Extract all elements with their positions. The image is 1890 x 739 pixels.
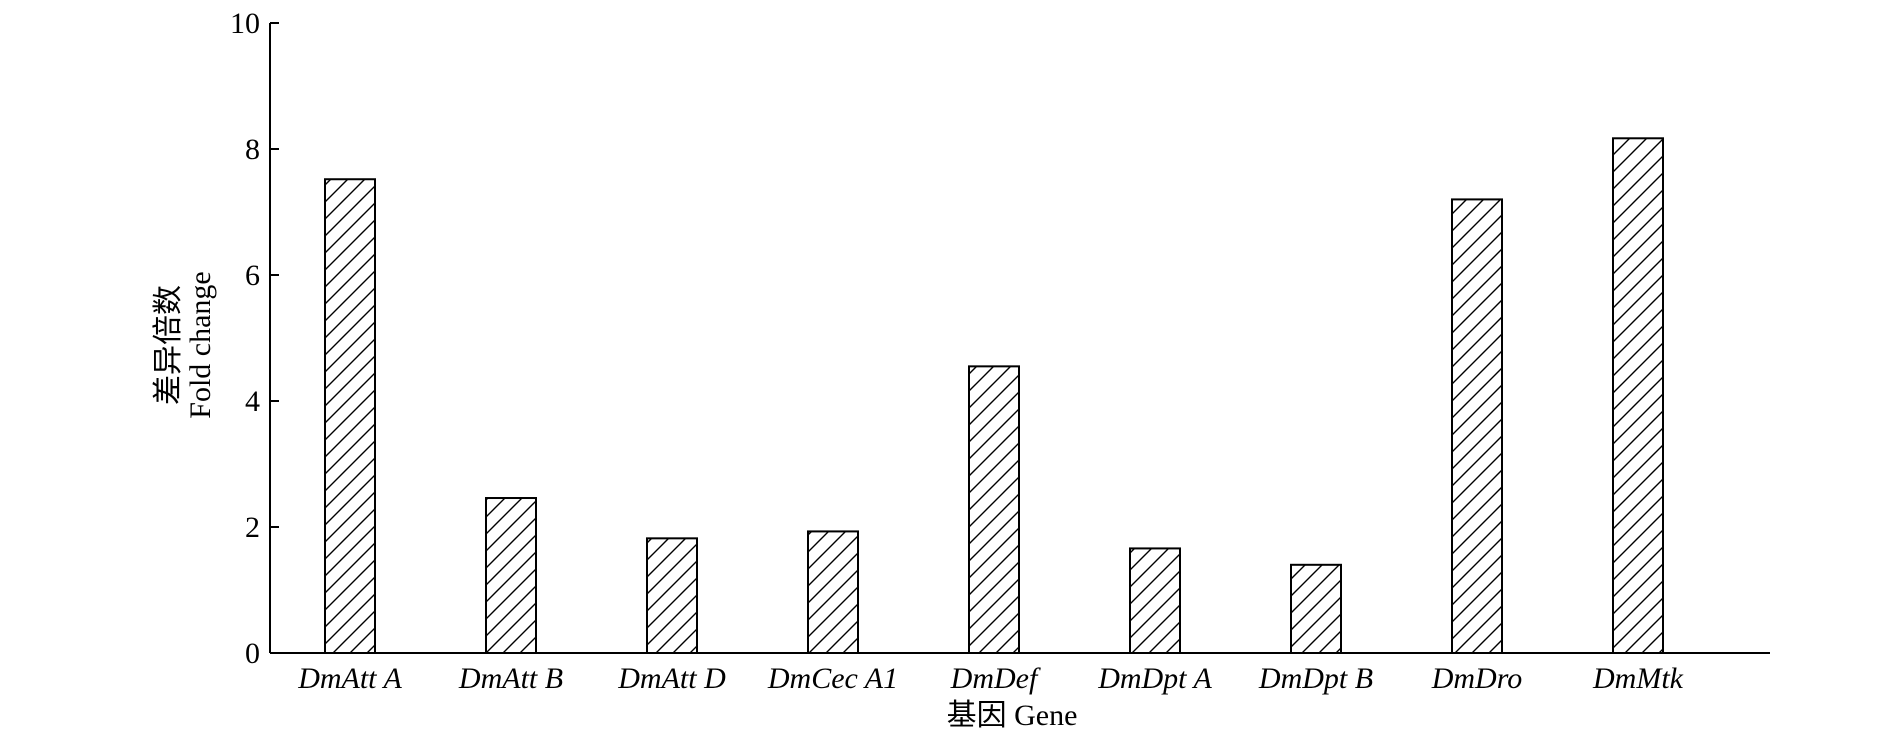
y-axis-title-cn: 差异倍数 — [152, 285, 185, 405]
x-tick-label: DmDef — [950, 662, 1041, 695]
bar-dmatt-b — [485, 497, 537, 654]
bar-dmdef — [968, 365, 1020, 654]
x-tick-label: DmDpt B — [1258, 662, 1373, 695]
y-tick-label: 6 — [245, 259, 260, 292]
y-axis-title-en: Fold change — [184, 271, 217, 418]
x-tick-label: DmAtt D — [617, 662, 726, 695]
x-tick-label: DmDpt A — [1097, 662, 1212, 695]
bar-dmdpt-b — [1290, 563, 1342, 654]
bar-dmcec-a1 — [807, 530, 859, 654]
bar-dmmtk — [1612, 137, 1664, 655]
bar-dmdro — [1451, 198, 1503, 654]
bar-dmatt-a — [324, 178, 376, 655]
y-tick-label: 10 — [230, 7, 260, 40]
x-tick-label: DmCec A1 — [767, 662, 898, 695]
x-axis-title: 基因 Gene — [947, 699, 1078, 732]
y-axis-ticks: 0 2 4 6 8 10 — [230, 7, 279, 670]
x-tick-label: DmAtt B — [458, 662, 563, 695]
y-tick-label: 8 — [245, 133, 260, 166]
y-tick-label: 2 — [245, 511, 260, 544]
x-tick-label: DmAtt A — [297, 662, 402, 695]
y-tick-label: 4 — [245, 385, 260, 418]
y-tick-label: 0 — [245, 637, 260, 670]
x-tick-label: DmDro — [1431, 662, 1523, 695]
x-axis-tick-labels: DmAtt A DmAtt B DmAtt D DmCec A1 DmDef DmDpt … — [297, 662, 1683, 695]
y-axis-title: 差异倍数 Fold change — [152, 271, 217, 418]
bar-dmatt-d — [646, 537, 698, 655]
bars — [324, 137, 1664, 655]
bar-dmdpt-a — [1129, 547, 1181, 654]
x-tick-label: DmMtk — [1592, 662, 1684, 695]
